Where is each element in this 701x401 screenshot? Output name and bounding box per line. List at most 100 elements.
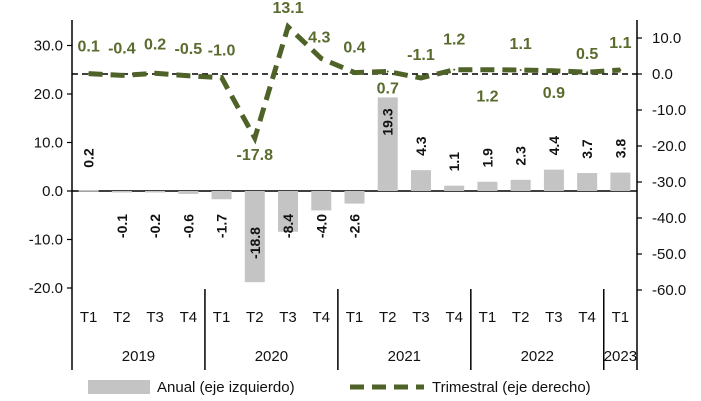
year-label: 2020 [255, 348, 288, 365]
bar-data-label: -0.6 [180, 214, 196, 238]
bar-data-label: 4.3 [413, 136, 429, 156]
line-point [552, 69, 555, 72]
legend: Anual (eje izquierdo) Trimestral (eje de… [88, 379, 591, 396]
year-label: 2021 [388, 348, 421, 365]
bar [145, 191, 166, 193]
quarter-label: T1 [80, 309, 98, 326]
line-data-label: 1.1 [609, 35, 631, 52]
line-point [486, 68, 489, 71]
quarter-label: T3 [545, 309, 563, 326]
line-point [586, 71, 589, 74]
left-axis-tick-label: 0.0 [42, 183, 63, 200]
bar [377, 97, 398, 191]
bar [78, 190, 99, 192]
quarter-label: T2 [379, 309, 397, 326]
right-axis-tick-label: -20.0 [652, 138, 686, 155]
bar-data-label: 1.1 [446, 152, 462, 172]
line-data-label: 13.1 [272, 0, 303, 17]
bar [610, 172, 631, 191]
line-data-label: 0.9 [543, 85, 565, 102]
bars-series [78, 97, 631, 283]
data-labels: 0.2 -0.1 -0.2 -0.6 -1.7 -18.8 -8.4 -4.0 -2.6 19.3… [77, 0, 631, 259]
line-point [419, 76, 422, 79]
quarter-label: T4 [180, 309, 198, 326]
line-point [287, 25, 290, 28]
year-label: 2023 [604, 348, 637, 365]
right-axis-tick-label: 10.0 [652, 30, 681, 47]
bar [543, 169, 564, 191]
left-axis-tick-label: -20.0 [29, 280, 63, 297]
bar-data-label: 1.9 [479, 148, 495, 168]
bar [111, 191, 132, 193]
legend-label-anual: Anual (eje izquierdo) [157, 379, 295, 396]
bar-data-label: -18.8 [247, 227, 263, 259]
bar-data-label: -2.6 [347, 214, 363, 238]
bar-data-label: -0.1 [114, 214, 130, 238]
line-point [220, 76, 223, 79]
quarter-label: T2 [113, 309, 131, 326]
quarter-label: T4 [313, 309, 331, 326]
bar-data-label: 19.3 [380, 108, 396, 135]
bar-data-label: 3.7 [579, 139, 595, 159]
quarter-label: T1 [213, 309, 231, 326]
bar-data-label: 0.2 [81, 148, 97, 168]
quarter-label: T1 [612, 309, 630, 326]
bar [510, 179, 531, 191]
line-series [87, 22, 622, 145]
line-point [120, 74, 123, 77]
bar-data-label: 2.3 [513, 146, 529, 166]
line-data-label: 0.5 [576, 46, 598, 63]
bar [477, 181, 498, 191]
bar [344, 191, 365, 204]
line-data-label: -17.8 [237, 147, 274, 164]
quarter-label: T2 [246, 309, 264, 326]
line-data-label: -1.0 [208, 43, 236, 60]
quarter-label: T1 [479, 309, 497, 326]
quarter-label: T2 [512, 309, 530, 326]
line-data-label: 1.1 [510, 36, 532, 53]
left-axis-tick-label: 20.0 [34, 86, 63, 103]
line-data-label: 0.7 [377, 80, 399, 97]
year-label: 2019 [122, 348, 155, 365]
line-data-label: 0.1 [77, 39, 99, 56]
quarter-label: T3 [279, 309, 297, 326]
bar-data-label: -0.2 [147, 214, 163, 238]
line-data-label: 0.4 [343, 40, 365, 57]
bar [211, 191, 232, 200]
quarter-label: T4 [445, 309, 463, 326]
line-point [320, 57, 323, 60]
bar [244, 191, 265, 283]
bar [178, 191, 199, 194]
right-axis-tick-label: -60.0 [652, 282, 686, 299]
line-point [187, 74, 190, 77]
line-point [386, 70, 389, 73]
line-data-label: 4.3 [308, 30, 330, 47]
right-axis-tick-label: 0.0 [652, 66, 673, 83]
bar-data-label: 3.8 [612, 139, 628, 159]
legend-label-trimestral: Trimestral (eje derecho) [432, 379, 591, 396]
line-data-label: -0.5 [175, 41, 203, 58]
right-axis-tick-label: -10.0 [652, 102, 686, 119]
bar [444, 185, 465, 191]
right-axis-tick-label: -50.0 [652, 246, 686, 263]
quarter-label: T3 [412, 309, 430, 326]
left-axis-tick-label: 10.0 [34, 135, 63, 152]
bar [577, 173, 598, 191]
year-label: 2022 [521, 348, 554, 365]
bar-data-label: -1.7 [214, 214, 230, 238]
right-axis-tick-label: -30.0 [652, 174, 686, 191]
bar [278, 191, 299, 232]
line-point [154, 72, 157, 75]
bar-data-label: -8.4 [280, 214, 296, 238]
line-data-label: 1.2 [476, 89, 498, 106]
line-point [519, 69, 522, 72]
line-data-label: 1.2 [443, 32, 465, 49]
bar-data-label: -4.0 [313, 214, 329, 238]
quarter-label: T3 [146, 309, 164, 326]
line-point [253, 137, 256, 140]
left-axis-tick-label: -10.0 [29, 232, 63, 249]
right-axis-tick-label: -40.0 [652, 210, 686, 227]
line-point [619, 69, 622, 72]
line-point [353, 71, 356, 74]
